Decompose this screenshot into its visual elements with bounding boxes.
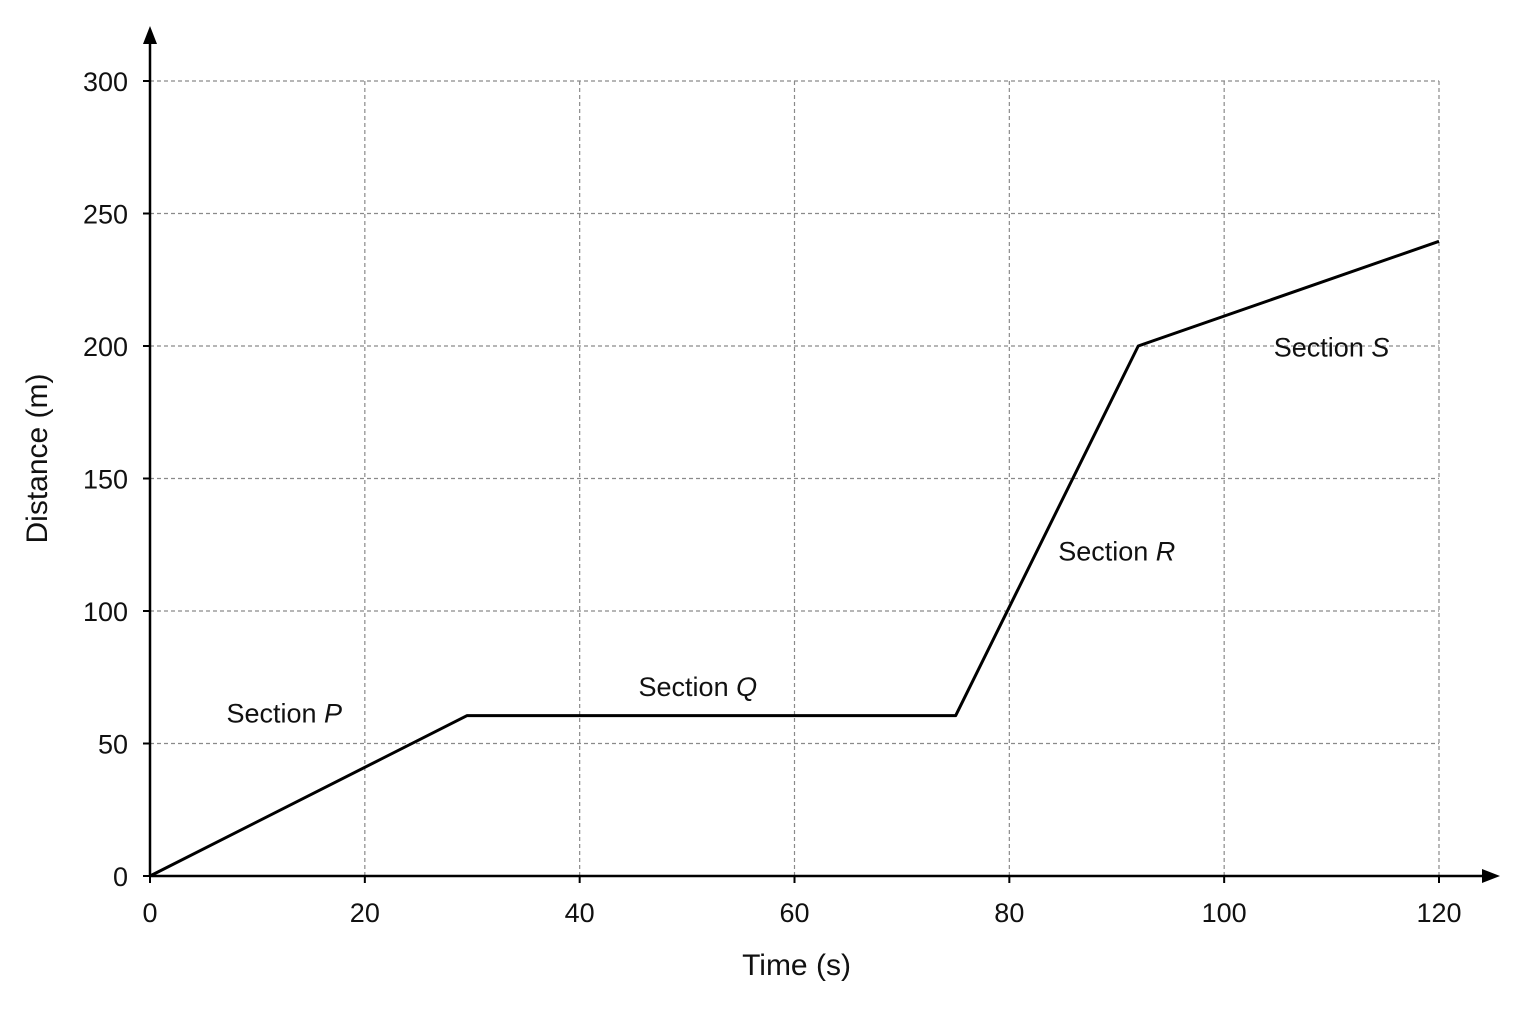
series: [149, 239, 1440, 878]
y-tick-label: 250: [83, 200, 128, 230]
y-tick-label: 300: [83, 67, 128, 97]
section-label-letter: Q: [736, 672, 757, 702]
x-tick-label: 60: [779, 898, 809, 928]
tick-labels: 0 20 40 60 80 100 120 0 50 100 150 200 250 300: [83, 67, 1462, 928]
x-tick-label: 0: [142, 898, 157, 928]
section-label-p: Section P: [226, 698, 342, 728]
section-label-prefix: Section: [1274, 333, 1372, 363]
section-label-q: Section Q: [639, 672, 758, 702]
y-tick-label: 100: [83, 597, 128, 627]
section-label-s: Section S: [1274, 333, 1390, 363]
x-tick-label: 120: [1416, 898, 1461, 928]
grid: [150, 80, 1440, 876]
x-tick-label: 20: [350, 898, 380, 928]
y-tick-label: 150: [83, 465, 128, 495]
axes: [143, 26, 1500, 883]
x-axis-arrow-icon: [1482, 869, 1500, 883]
y-tick-label: 50: [98, 730, 128, 760]
x-axis-title: Time (s): [742, 949, 851, 982]
x-tick-label: 100: [1202, 898, 1247, 928]
section-label-letter: R: [1156, 537, 1176, 567]
y-tick-label: 0: [113, 862, 128, 892]
section-label-prefix: Section: [639, 672, 737, 702]
x-tick-label: 40: [565, 898, 595, 928]
section-label-prefix: Section: [1058, 537, 1156, 567]
section-label-letter: S: [1371, 333, 1389, 363]
series-line: [149, 239, 1440, 878]
section-label-r: Section R: [1058, 537, 1175, 567]
y-tick-label: 200: [83, 332, 128, 362]
section-label-prefix: Section: [226, 698, 324, 728]
y-axis-title: Distance (m): [21, 373, 54, 543]
y-axis-arrow-icon: [143, 26, 157, 44]
section-label-letter: P: [324, 698, 342, 728]
x-tick-label: 80: [994, 898, 1024, 928]
